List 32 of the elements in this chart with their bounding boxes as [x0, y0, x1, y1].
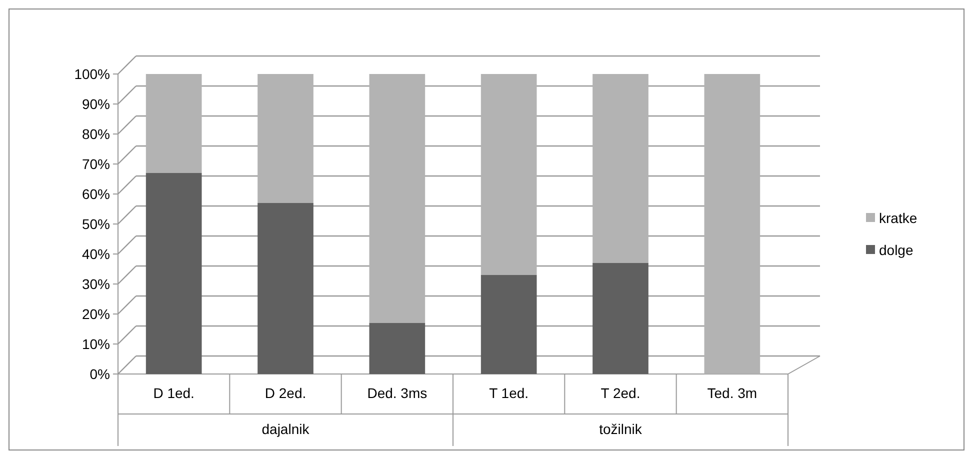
y-tick-label: 100%: [74, 66, 110, 82]
bar: [146, 173, 202, 374]
y-tick-label: 0%: [90, 366, 110, 382]
x-tick-label: Ted. 3m: [707, 385, 758, 401]
bar: [369, 323, 426, 374]
y-tick-label: 20%: [82, 306, 110, 322]
bar: [480, 74, 537, 275]
text: tožilnik: [599, 421, 643, 437]
text: dajalnik: [262, 421, 310, 437]
y-tick-label: 70%: [82, 156, 110, 172]
x-tick-label: Ded. 3ms: [367, 385, 428, 401]
bar: [592, 74, 648, 263]
y-tick-label: 90%: [82, 96, 110, 112]
bar: [146, 74, 202, 173]
bar: [258, 203, 314, 374]
bar: [369, 74, 426, 323]
y-tick-label: 30%: [82, 276, 110, 292]
bar: [704, 74, 760, 374]
y-tick-label: 10%: [82, 336, 110, 352]
x-tick-label: D 1ed.: [153, 385, 194, 401]
y-tick-label: 80%: [82, 126, 110, 142]
y-tick-label: 60%: [82, 186, 110, 202]
legend-label: kratke: [879, 210, 918, 226]
bar: [258, 74, 314, 203]
x-tick-label: D 2ed.: [264, 385, 306, 401]
bar: [592, 263, 648, 374]
x-tick-label: T 2ed.: [600, 385, 640, 401]
y-tick-label: 50%: [82, 216, 110, 232]
y-tick-label: 40%: [82, 246, 110, 262]
bar: [480, 275, 537, 374]
x-tick-label: T 1ed.: [489, 385, 529, 401]
legend-label: dolge: [879, 242, 914, 258]
